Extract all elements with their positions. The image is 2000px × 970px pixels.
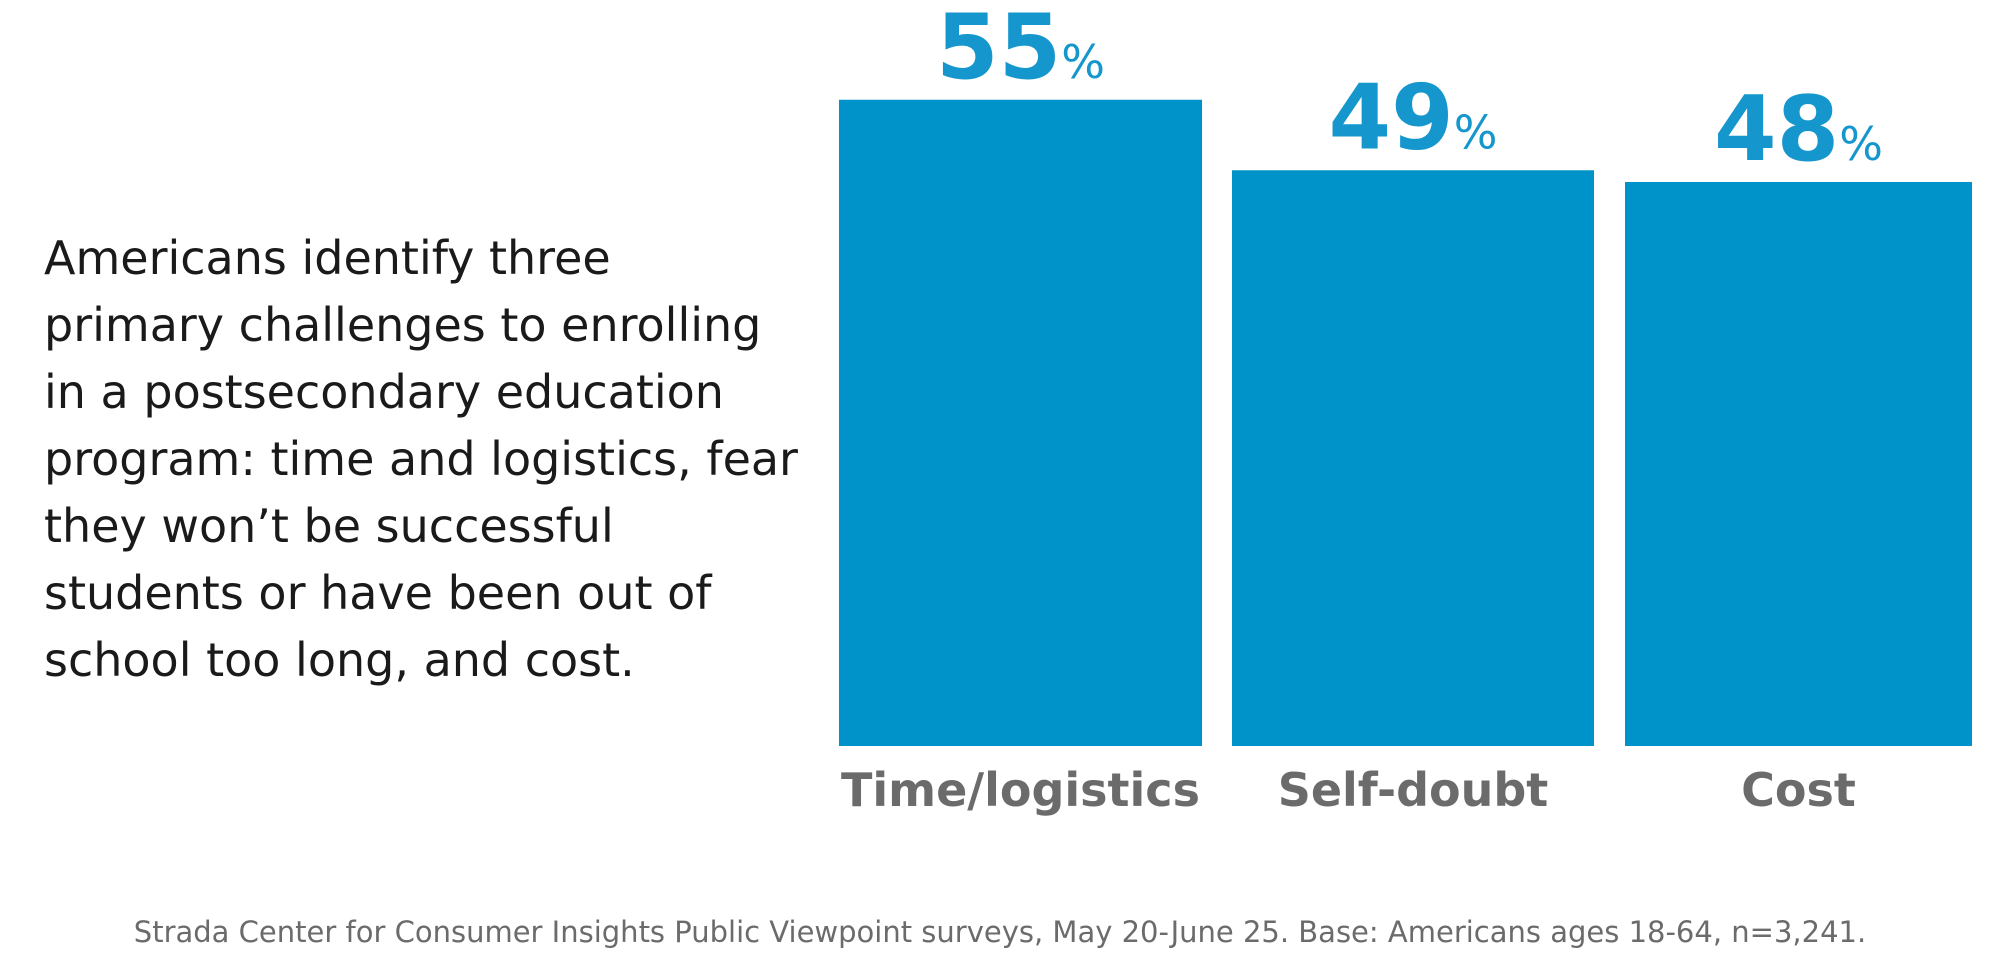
x-tick-label: Time/logistics <box>841 763 1200 817</box>
bar <box>1625 182 1972 746</box>
value-label: 48% <box>1714 77 1883 182</box>
bar <box>1232 170 1594 746</box>
value-label: 55% <box>936 0 1105 100</box>
intro-text: Americans identify three primary challen… <box>44 231 798 687</box>
value-label: 49% <box>1329 65 1498 170</box>
x-tick-label: Cost <box>1741 763 1856 817</box>
x-tick-label: Self-doubt <box>1278 763 1549 817</box>
bar <box>839 99 1202 746</box>
source-note: Strada Center for Consumer Insights Publ… <box>134 915 1866 949</box>
